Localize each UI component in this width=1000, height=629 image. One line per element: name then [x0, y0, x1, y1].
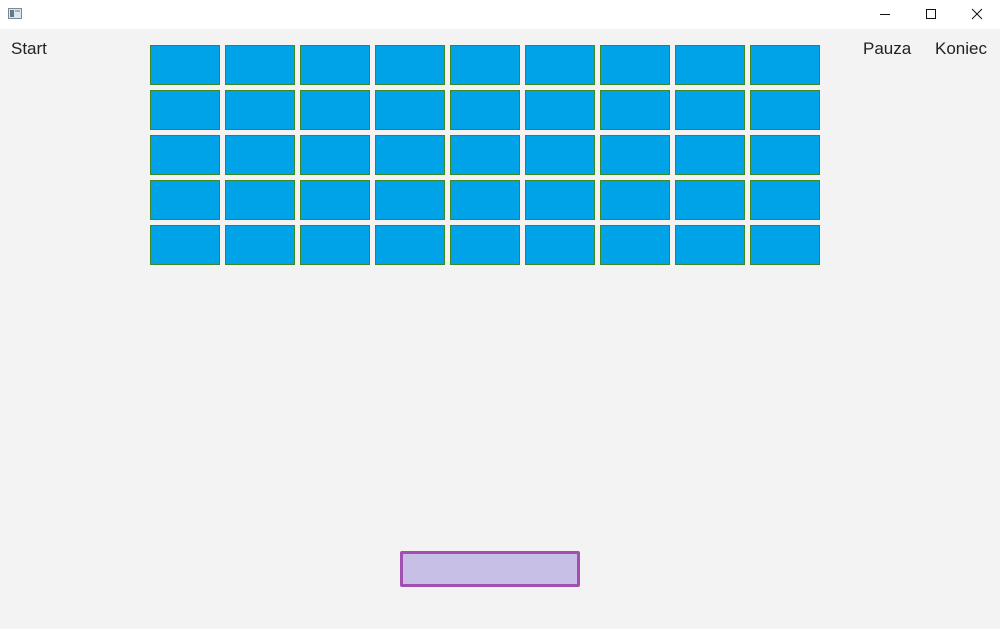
brick: [600, 225, 670, 265]
brick: [150, 225, 220, 265]
brick: [600, 90, 670, 130]
brick: [450, 135, 520, 175]
brick: [300, 135, 370, 175]
brick: [600, 135, 670, 175]
brick: [450, 90, 520, 130]
brick: [750, 180, 820, 220]
minimize-button[interactable]: [862, 0, 908, 29]
brick: [150, 90, 220, 130]
brick: [225, 45, 295, 85]
brick: [375, 135, 445, 175]
brick: [525, 45, 595, 85]
brick: [300, 225, 370, 265]
brick: [150, 135, 220, 175]
brick: [225, 135, 295, 175]
brick: [225, 225, 295, 265]
brick: [450, 180, 520, 220]
maximize-icon: [926, 9, 936, 19]
app-window-icon: [8, 8, 22, 19]
brick: [525, 180, 595, 220]
brick: [600, 180, 670, 220]
brick: [675, 90, 745, 130]
brick: [150, 180, 220, 220]
brick: [450, 225, 520, 265]
maximize-button[interactable]: [908, 0, 954, 29]
brick: [225, 90, 295, 130]
brick: [225, 180, 295, 220]
brick: [675, 225, 745, 265]
brick: [675, 180, 745, 220]
brick: [750, 45, 820, 85]
brick: [300, 45, 370, 85]
end-menu-item[interactable]: Koniec: [935, 39, 987, 58]
brick: [750, 225, 820, 265]
brick: [150, 45, 220, 85]
brick: [600, 45, 670, 85]
minimize-icon: [880, 14, 890, 15]
brick: [375, 225, 445, 265]
brick: [300, 90, 370, 130]
brick: [675, 45, 745, 85]
paddle[interactable]: [400, 551, 580, 587]
brick: [375, 45, 445, 85]
brick: [750, 135, 820, 175]
title-bar: [0, 0, 1000, 29]
brick: [525, 90, 595, 130]
brick: [375, 180, 445, 220]
brick: [525, 135, 595, 175]
start-menu-item[interactable]: Start: [11, 39, 47, 58]
pause-menu-item[interactable]: Pauza: [863, 39, 912, 58]
close-button[interactable]: [954, 0, 1000, 29]
brick: [300, 180, 370, 220]
brick: [525, 225, 595, 265]
brick: [750, 90, 820, 130]
brick: [375, 90, 445, 130]
close-icon: [971, 8, 983, 20]
brick: [675, 135, 745, 175]
game-board[interactable]: Start Pauza Koniec: [0, 29, 1000, 629]
brick: [450, 45, 520, 85]
